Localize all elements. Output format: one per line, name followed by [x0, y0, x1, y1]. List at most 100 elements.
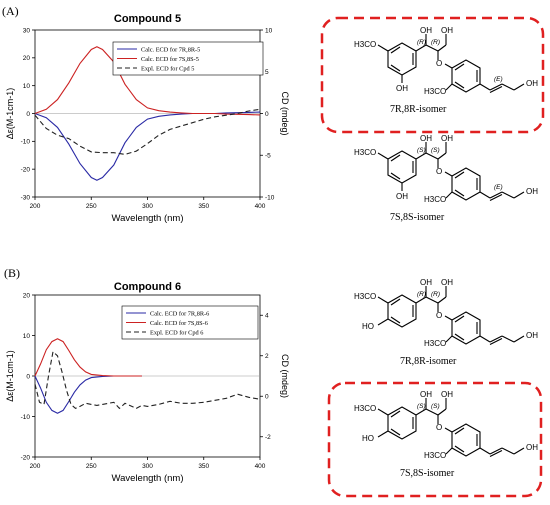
x-tick-label: 250: [86, 463, 97, 470]
legend-box: [112, 41, 264, 76]
x-tick-label: 350: [198, 463, 209, 470]
structure-b-7r8r-labels: OH OH H3CO HO H3CO O OH (R) (R) 7R,8R-is…: [354, 278, 538, 367]
label-config: (R): [417, 291, 426, 298]
chart-compound-6: 200 250 300 350 400-20-1001020-2024Compound …: [5, 281, 290, 484]
label-o: O: [436, 59, 442, 68]
structure-b-7s8s-labels: OH OH H3CO HO H3CO O OH (S) (S) 7S,8S-is…: [354, 390, 538, 479]
legend-entry: Expl. ECD for Cpd 5: [141, 65, 194, 72]
chart-title: Compound 6: [114, 281, 181, 293]
label-oh: OH: [396, 84, 408, 93]
label-oh: OH: [441, 26, 453, 35]
legend-entry: Calc. ECD for 7R,8R-5: [141, 46, 200, 53]
label-oh: OH: [526, 443, 538, 452]
label-h3co: H3CO: [354, 40, 376, 49]
x-tick-label: 300: [142, 463, 153, 470]
label-ho: HO: [362, 434, 374, 443]
panel-label-a: (A): [2, 4, 19, 18]
x-tick-label: 400: [255, 463, 266, 470]
panel-label-b: (B): [4, 266, 20, 280]
label-h3co: H3CO: [354, 148, 376, 157]
x-tick-label: 200: [30, 203, 41, 210]
structure-a-7r8r: [377, 34, 525, 93]
legend-entry: Expl. ECD for Cpd 6: [150, 329, 203, 336]
label-ho: HO: [362, 322, 374, 331]
highlight-box-7s8s-compound-6: [327, 381, 543, 498]
series-line-2: [34, 350, 261, 410]
structure-a-7s8s-labels: OH OH H3CO OH H3CO O OH (S) (S) (E) 7S,8…: [354, 134, 538, 223]
label-oh: OH: [396, 192, 408, 201]
label-h3co: H3CO: [424, 195, 446, 204]
label-h3co: H3CO: [354, 292, 376, 301]
label-config: (S): [417, 403, 426, 410]
y-tick-label: -20: [21, 166, 31, 173]
x-tick-label: 300: [142, 203, 153, 210]
legend-entry: Calc. ECD for 7S,8S-6: [150, 320, 208, 327]
structure-caption: 7R,8R-isomer: [400, 356, 457, 367]
y-tick-label: 0: [26, 111, 30, 118]
y2-tick-label: 0: [265, 394, 269, 401]
label-double-bond: (E): [494, 76, 503, 83]
label-o: O: [436, 311, 442, 320]
series-line-0: [34, 111, 261, 181]
y-tick-label: 20: [23, 292, 31, 299]
structure-b-7r8r: [377, 286, 525, 345]
structure-caption: 7R,8R-isomer: [390, 104, 447, 115]
label-oh: OH: [441, 278, 453, 287]
y2-axis-label: CD (mdeg): [280, 354, 290, 398]
y2-tick-label: -10: [265, 194, 275, 201]
label-oh: OH: [526, 187, 538, 196]
label-oh: OH: [526, 331, 538, 340]
structure-b-7s8s: [377, 398, 525, 457]
label-config: (R): [431, 39, 440, 46]
label-config: (R): [417, 39, 426, 46]
structure-a-7r8r-labels: OH OH H3CO OH H3CO O OH (R) (R) (E) 7R,8…: [354, 26, 538, 115]
y2-tick-label: -2: [265, 434, 271, 441]
y-tick-label: -10: [21, 414, 31, 421]
y-tick-label: -30: [21, 194, 31, 201]
ring-b: [451, 59, 481, 93]
x-tick-label: 200: [30, 463, 41, 470]
label-o: O: [436, 423, 442, 432]
x-tick-label: 400: [255, 203, 266, 210]
series-line-0: [34, 375, 142, 414]
label-o: O: [436, 167, 442, 176]
x-axis-label: Wavelength (nm): [112, 473, 184, 484]
structure-a-7s8s: [377, 142, 525, 201]
structure-caption: 7S,8S-isomer: [390, 212, 445, 223]
series-line-1: [34, 338, 142, 377]
label-oh: OH: [420, 26, 432, 35]
y-axis-label: Δε(M-1cm-1): [5, 350, 15, 402]
label-h3co: H3CO: [354, 404, 376, 413]
label-oh: OH: [526, 79, 538, 88]
x-tick-label: 350: [198, 203, 209, 210]
series-line-2: [34, 108, 261, 155]
label-config: (S): [417, 147, 426, 154]
label-oh: OH: [420, 278, 432, 287]
x-tick-label: 250: [86, 203, 97, 210]
label-oh: OH: [441, 134, 453, 143]
series-line-1: [34, 46, 261, 116]
y2-tick-label: -5: [265, 153, 271, 160]
structure-caption: 7S,8S-isomer: [400, 468, 455, 479]
label-h3co: H3CO: [424, 339, 446, 348]
label-oh: OH: [420, 134, 432, 143]
ring-a: [387, 42, 417, 76]
chart-compound-5: 200 250 300 350 400 -30 -20 -10 0 10 20 30 -10 -5 0 5 10…: [5, 13, 290, 224]
y-axis-label: Δε(M-1cm-1): [5, 88, 15, 140]
label-double-bond: (E): [494, 184, 503, 191]
legend-entry: Calc. ECD for 7R,8R-6: [150, 310, 209, 317]
y2-axis-label: CD (mdeg): [280, 91, 290, 135]
y-tick-label: 10: [23, 333, 31, 340]
y2-tick-label: 10: [265, 27, 273, 34]
x-axis-label: Wavelength (nm): [112, 213, 184, 224]
legend-entry: Calc. ECD for 7S,8S-5: [141, 56, 199, 63]
label-h3co: H3CO: [424, 451, 446, 460]
y2-tick-label: 0: [265, 111, 269, 118]
y-tick-label: -20: [21, 454, 31, 461]
label-h3co: H3CO: [424, 87, 446, 96]
label-oh: OH: [441, 390, 453, 399]
y-tick-label: 20: [23, 55, 31, 62]
y2-tick-label: 4: [265, 313, 269, 320]
y2-tick-label: 2: [265, 353, 269, 360]
